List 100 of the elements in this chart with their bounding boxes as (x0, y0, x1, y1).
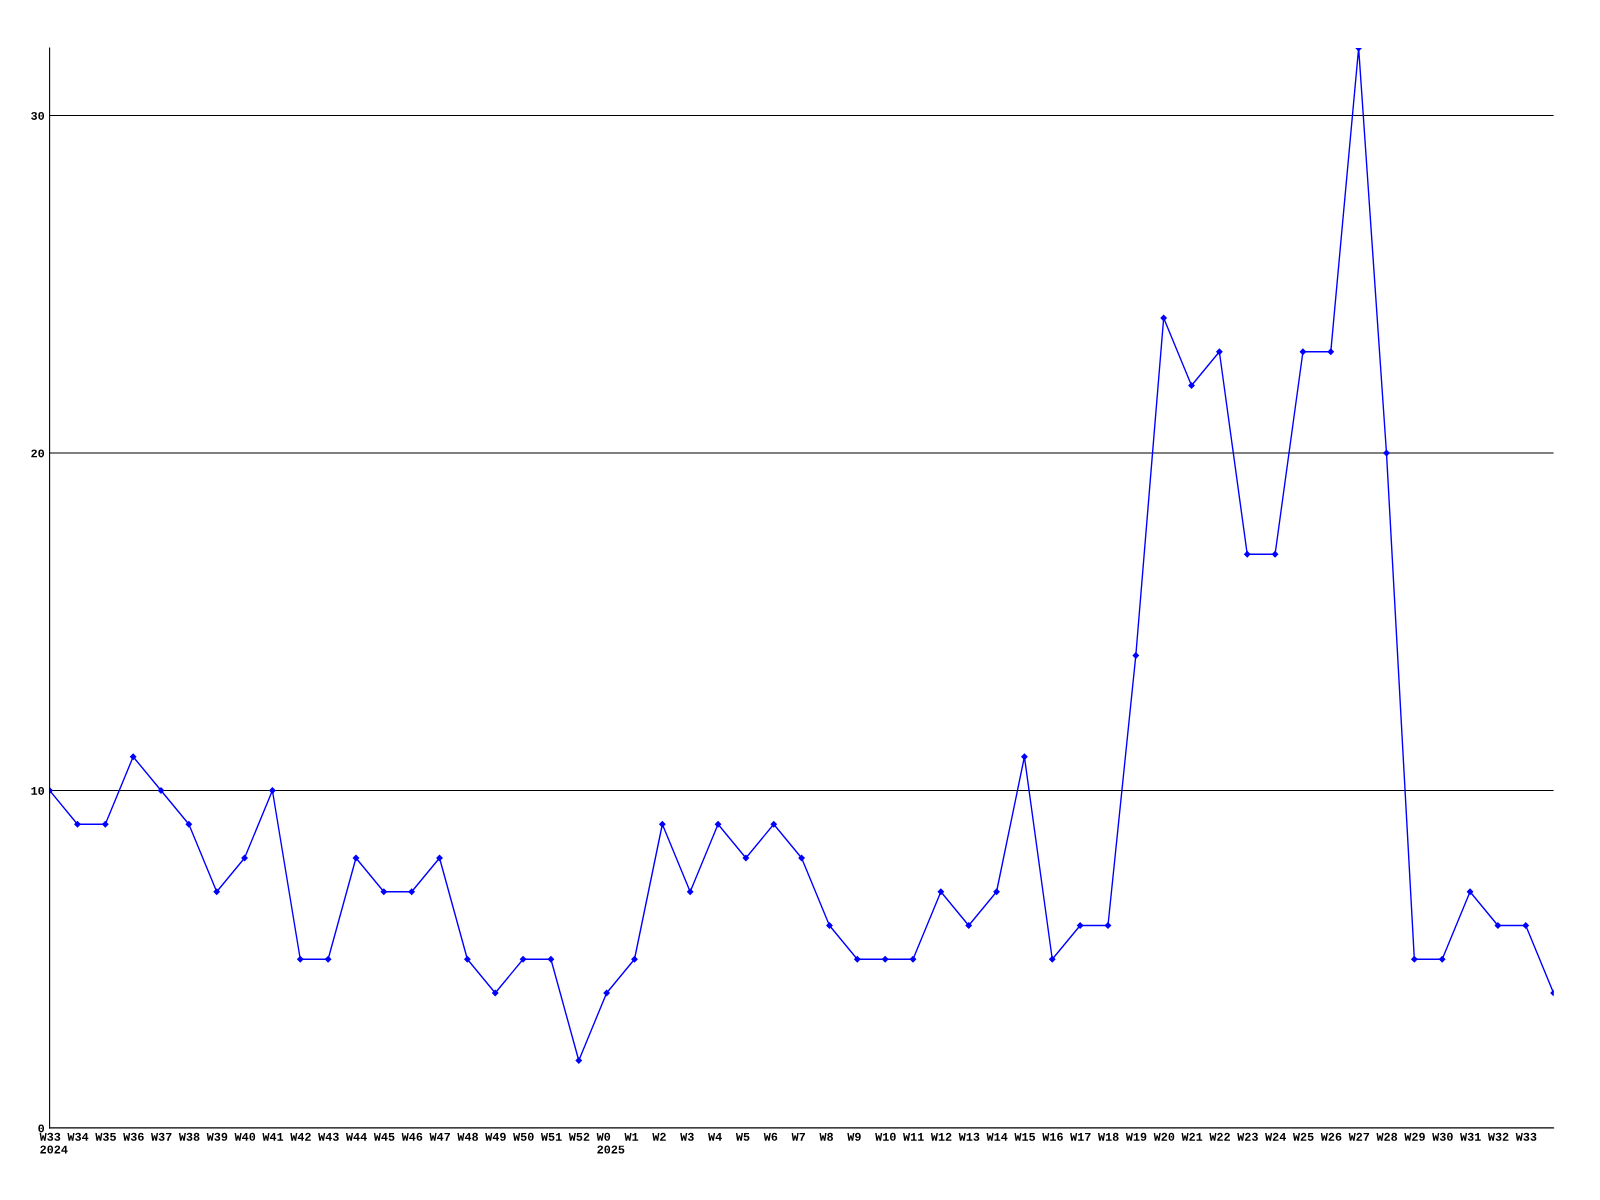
x-tick-label: W27 (1348, 1132, 1370, 1141)
x-tick-label: W30 (1432, 1132, 1453, 1141)
x-tick-label: W21 (1181, 1132, 1203, 1141)
point (1160, 314, 1167, 322)
y-tick-label: 10 (31, 786, 45, 795)
x-tick-label: W49 (485, 1132, 506, 1141)
point (1439, 956, 1446, 963)
x-tick-label: W28 (1376, 1132, 1398, 1141)
x-tick-label: W50 (513, 1132, 534, 1141)
point (1216, 348, 1223, 355)
x-tick-label: W51 (540, 1132, 562, 1141)
x-tick-label: W8 (819, 1132, 833, 1141)
x-tick-label: W46 (401, 1132, 423, 1141)
x-tick-label: W17 (1070, 1132, 1091, 1141)
point (1049, 956, 1056, 963)
point (1299, 348, 1307, 355)
point (213, 888, 220, 895)
y-tick-label: 20 (31, 449, 45, 458)
point (547, 956, 555, 963)
x-tick-label: W40 (234, 1132, 256, 1141)
x-tick-label: W38 (178, 1132, 200, 1141)
x-tick-label: W5 (735, 1132, 750, 1141)
x-tick-label: W35 (95, 1132, 116, 1141)
x-tick-label: W1 (624, 1132, 639, 1141)
point (1188, 382, 1195, 389)
x-tick-label: W41 (262, 1132, 284, 1141)
y-tick-label: 0 (38, 1124, 45, 1133)
point (714, 821, 722, 828)
x-tick-label: W10 (875, 1132, 896, 1141)
x-tick-label: W0 2025 (596, 1132, 625, 1154)
x-tick-label: W32 (1487, 1132, 1509, 1141)
point (408, 888, 415, 895)
point (297, 956, 304, 963)
x-tick-label: W34 (67, 1132, 89, 1141)
x-tick-label: W37 (151, 1132, 172, 1141)
x-tick-label: W47 (429, 1132, 450, 1141)
point (770, 821, 777, 828)
point (854, 956, 861, 963)
point (1271, 551, 1279, 558)
x-tick-label: W7 (791, 1132, 805, 1141)
point (1132, 652, 1139, 659)
point (1494, 922, 1502, 929)
x-tick-label: W23 (1237, 1132, 1258, 1141)
point (742, 854, 750, 862)
x-tick-label: W25 (1292, 1132, 1314, 1141)
x-tick-label: W4 (708, 1132, 722, 1141)
x-tick-label: W33 2024 (39, 1132, 68, 1154)
point (519, 956, 527, 963)
point (937, 888, 945, 895)
x-tick-label: W43 (318, 1132, 339, 1141)
x-tick-label: W3 (680, 1132, 694, 1141)
point (882, 956, 889, 963)
point (798, 854, 805, 862)
point (352, 854, 360, 862)
x-tick-label: W45 (373, 1132, 395, 1141)
point (185, 821, 193, 828)
x-tick-label: W19 (1125, 1132, 1147, 1141)
point (269, 787, 276, 794)
point (659, 821, 666, 828)
point (241, 854, 248, 862)
x-tick-label: W26 (1320, 1132, 1342, 1141)
x-tick-label: W12 (930, 1132, 952, 1141)
point (130, 753, 137, 760)
x-tick-label: W20 (1153, 1132, 1175, 1141)
point (1327, 348, 1334, 355)
point (380, 888, 387, 895)
point (324, 956, 332, 963)
point (1466, 888, 1474, 895)
point (631, 956, 638, 963)
point (965, 922, 972, 929)
x-tick-label: W2 (652, 1132, 666, 1141)
x-tick-label: W11 (903, 1132, 924, 1141)
x-tick-label: W39 (206, 1132, 228, 1141)
point (1522, 922, 1529, 929)
x-tick-label: W9 (847, 1132, 861, 1141)
point (603, 989, 610, 997)
point (993, 888, 1000, 895)
x-tick-label: W6 (763, 1132, 778, 1141)
point (464, 956, 471, 963)
point (909, 956, 917, 963)
point (1076, 922, 1084, 929)
point (575, 1057, 582, 1064)
x-tick-label: W22 (1209, 1132, 1230, 1141)
point (492, 989, 499, 997)
x-tick-label: W13 (958, 1132, 980, 1141)
point (74, 821, 81, 828)
x-tick-label: W42 (290, 1132, 311, 1141)
x-tick-label: W44 (345, 1132, 367, 1141)
point (1244, 551, 1251, 558)
point (1411, 956, 1418, 963)
x-tick-label: W18 (1097, 1132, 1119, 1141)
point (687, 888, 694, 895)
x-tick-label: W31 (1460, 1132, 1481, 1141)
x-tick-label: W29 (1404, 1132, 1425, 1141)
x-tick-label: W36 (123, 1132, 144, 1141)
point (1021, 753, 1028, 760)
x-tick-label: W14 (986, 1132, 1008, 1141)
x-tick-label: W15 (1014, 1132, 1036, 1141)
x-tick-label: W16 (1042, 1132, 1063, 1141)
point (826, 922, 833, 929)
